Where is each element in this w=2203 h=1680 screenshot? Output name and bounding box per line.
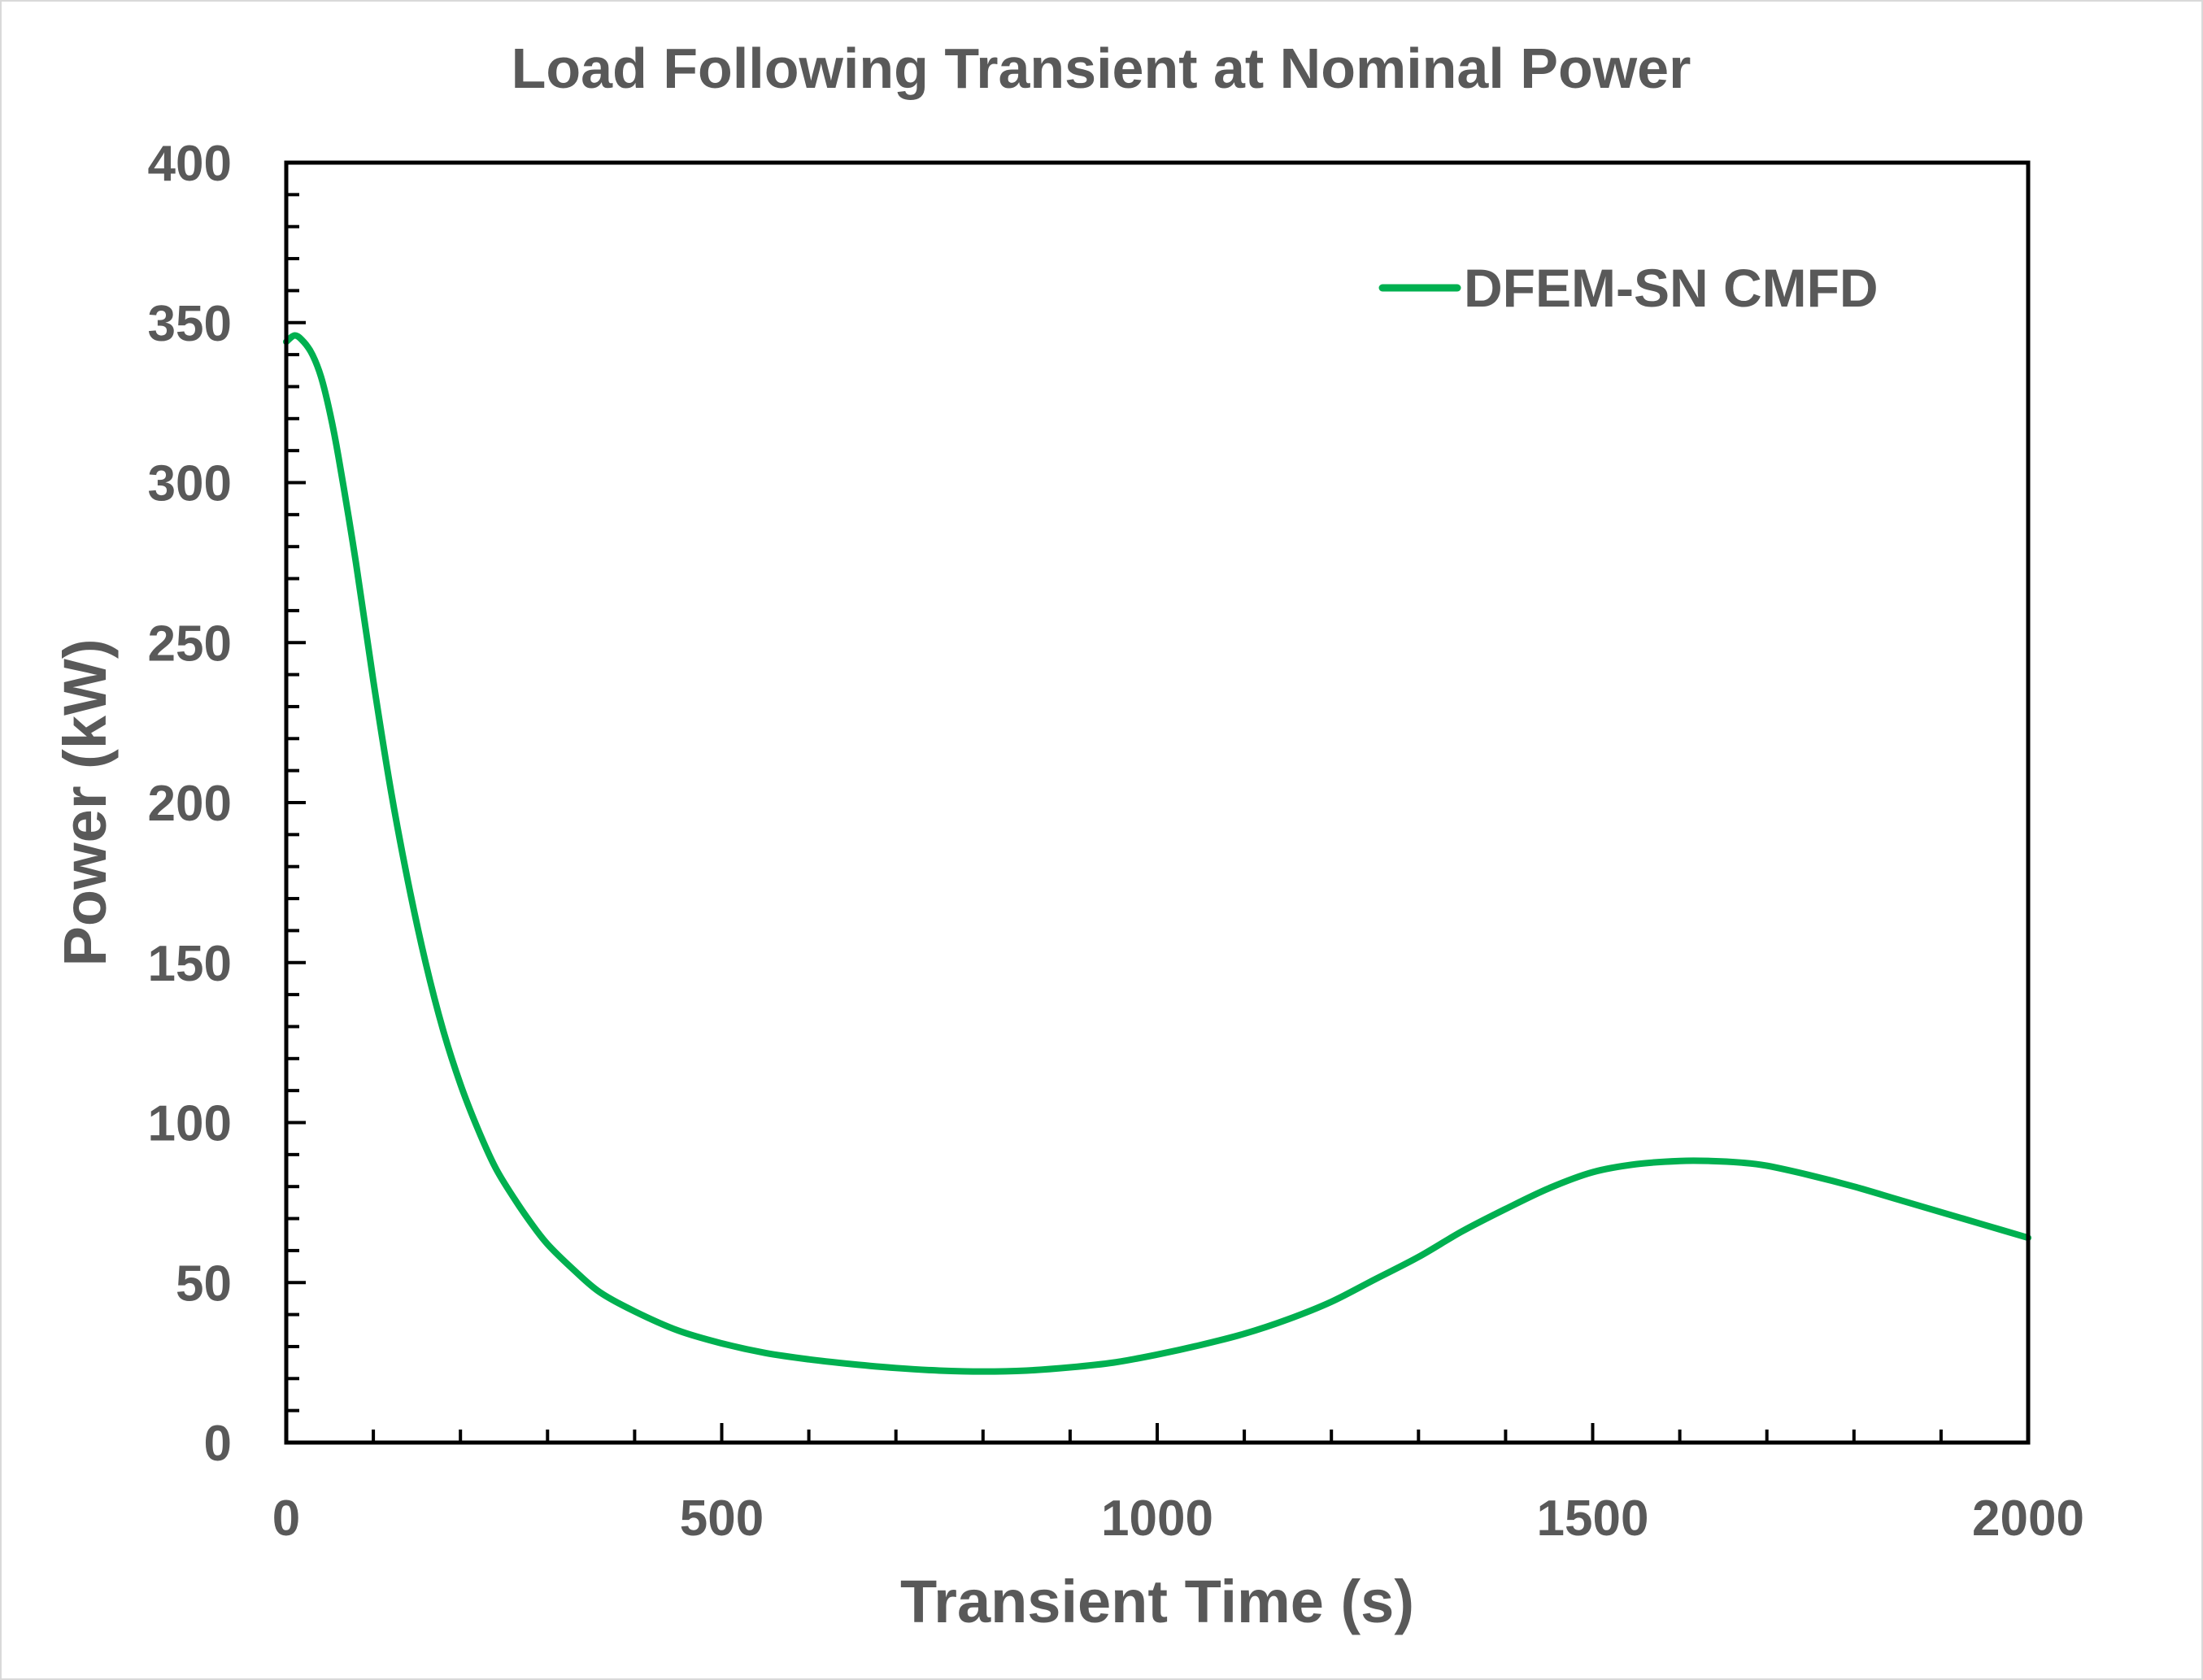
y-tick-label: 400 [148,136,232,192]
x-tick-label: 0 [272,1491,300,1547]
y-tick-label: 250 [148,616,232,672]
y-axis-title: Power (kW) [51,639,119,967]
x-axis-title: Transient Time (s) [900,1568,1414,1635]
ticks-layer [285,161,2030,1444]
plot-frame [284,160,2031,1445]
tick-labels-layer: 0 500 1000 1500 2000 0 50 100 150 200 250 300 350 400 [148,136,2084,1547]
x-tick-label: 2000 [1972,1491,2084,1547]
y-tick-label: 150 [148,936,232,992]
y-tick-label: 100 [148,1096,232,1152]
series-layer [283,332,2031,1375]
series-line [283,332,2031,1375]
x-tick-label: 1000 [1101,1491,1213,1547]
legend-label: DFEM-SN CMFD [1464,258,1879,318]
y-tick-label: 50 [176,1256,232,1312]
y-tick-label: 350 [148,296,232,352]
legend: DFEM-SN CMFD [1378,258,1879,318]
x-tick-label: 1500 [1537,1491,1649,1547]
x-tick-label: 500 [680,1491,764,1547]
y-tick-label: 200 [148,776,232,832]
chart-title: Load Following Transient at Nominal Powe… [512,37,1691,100]
y-tick-label: 300 [148,456,232,512]
y-tick-label: 0 [204,1416,232,1472]
